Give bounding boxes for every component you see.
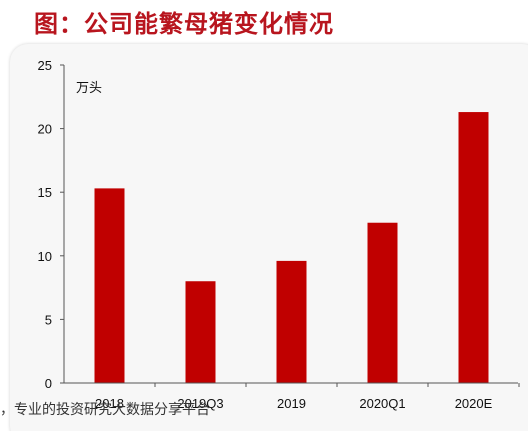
x-tick-label-2019q3: 2019Q3: [177, 396, 223, 411]
x-tick-label-2018: 2018: [95, 396, 124, 411]
y-tick-label-0: 0: [45, 376, 52, 391]
bar-2019q3: [185, 281, 216, 383]
bar-2020e: [458, 112, 489, 384]
bar-2020q1: [367, 222, 398, 383]
x-tick-label-2020e: 2020E: [455, 396, 493, 411]
bar-2018: [94, 188, 125, 383]
y-unit-label: 万头: [76, 81, 102, 96]
y-tick-label-20: 20: [38, 122, 52, 137]
y-tick-label-25: 25: [38, 58, 52, 73]
y-tick-label-5: 5: [45, 312, 52, 327]
x-tick-label-2020q1: 2020Q1: [359, 396, 405, 411]
x-tick-label-2019: 2019: [277, 396, 306, 411]
watermark-text: ，专业的投资研究大数据分享平台: [0, 402, 210, 418]
y-tick-label-15: 15: [38, 185, 52, 200]
y-tick-label-10: 10: [38, 249, 52, 264]
bar-2019: [276, 260, 307, 383]
figure-title: 图：公司能繁母猪变化情况: [34, 10, 334, 38]
